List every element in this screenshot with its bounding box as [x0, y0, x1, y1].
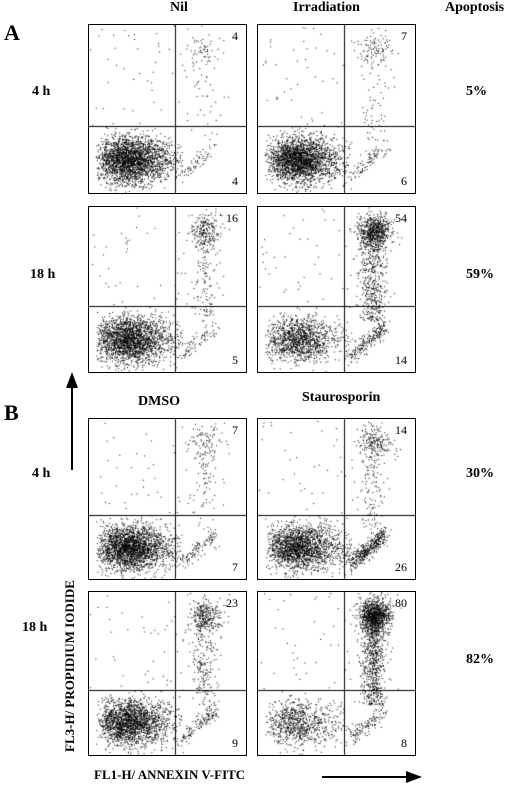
panel-a-row-4h: 4 h [32, 84, 51, 99]
upper-right-percent: 4 [232, 29, 238, 43]
flow-plot-a-4h-nil: 4 4 [88, 24, 247, 194]
flow-plot-b-4h-staurosporin: 14 26 [257, 418, 416, 580]
panel-a-row-18h: 18 h [30, 267, 56, 282]
lower-right-percent: 7 [232, 560, 238, 574]
lower-right-percent: 6 [401, 174, 407, 188]
x-axis-label: FL1-H/ ANNEXIN V-FITC [94, 767, 246, 782]
flow-plot-b-4h-dmso: 7 7 [88, 418, 247, 580]
lower-right-percent: 26 [395, 560, 407, 574]
flow-plot-b-18h-staurosporin: 80 8 [257, 591, 416, 756]
panel-a-18h-apoptosis: 59% [466, 267, 494, 282]
y-axis-arrow [66, 372, 78, 470]
panel-b-row-4h: 4 h [32, 466, 51, 481]
y-axis-label: FL3-H/ PROPIDIUM IODIDE [62, 580, 77, 752]
lower-right-percent: 14 [395, 353, 407, 367]
apoptosis-header: Apoptosis [445, 0, 505, 15]
lower-right-percent: 4 [232, 174, 238, 188]
flow-plot-a-18h-nil: 16 5 [88, 206, 247, 373]
column-header-staurosporin: Staurosporin [302, 390, 381, 405]
upper-right-percent: 16 [226, 211, 238, 225]
lower-right-percent: 5 [232, 353, 238, 367]
panel-b-letter: B [4, 400, 19, 425]
lower-right-percent: 9 [232, 736, 238, 750]
flow-plot-a-4h-irradiation: 7 6 [257, 24, 416, 194]
panel-b-18h-apoptosis: 82% [466, 652, 494, 667]
panel-b-row-18h: 18 h [22, 620, 48, 635]
lower-right-percent: 8 [401, 736, 407, 750]
flow-plot-b-18h-dmso: 23 9 [88, 591, 247, 756]
upper-right-percent: 80 [395, 596, 407, 610]
x-axis-arrow [322, 771, 422, 783]
upper-right-percent: 7 [401, 29, 407, 43]
upper-right-percent: 7 [232, 423, 238, 437]
panel-a-4h-apoptosis: 5% [466, 84, 487, 99]
upper-right-percent: 23 [226, 596, 238, 610]
upper-right-percent: 54 [395, 211, 407, 225]
flow-plot-a-18h-irradiation: 54 14 [257, 206, 416, 373]
column-header-irradiation: Irradiation [293, 0, 360, 15]
column-header-nil: Nil [170, 0, 188, 15]
column-header-dmso: DMSO [138, 394, 180, 409]
panel-a-letter: A [4, 20, 20, 45]
panel-b-4h-apoptosis: 30% [466, 466, 494, 481]
upper-right-percent: 14 [395, 423, 407, 437]
